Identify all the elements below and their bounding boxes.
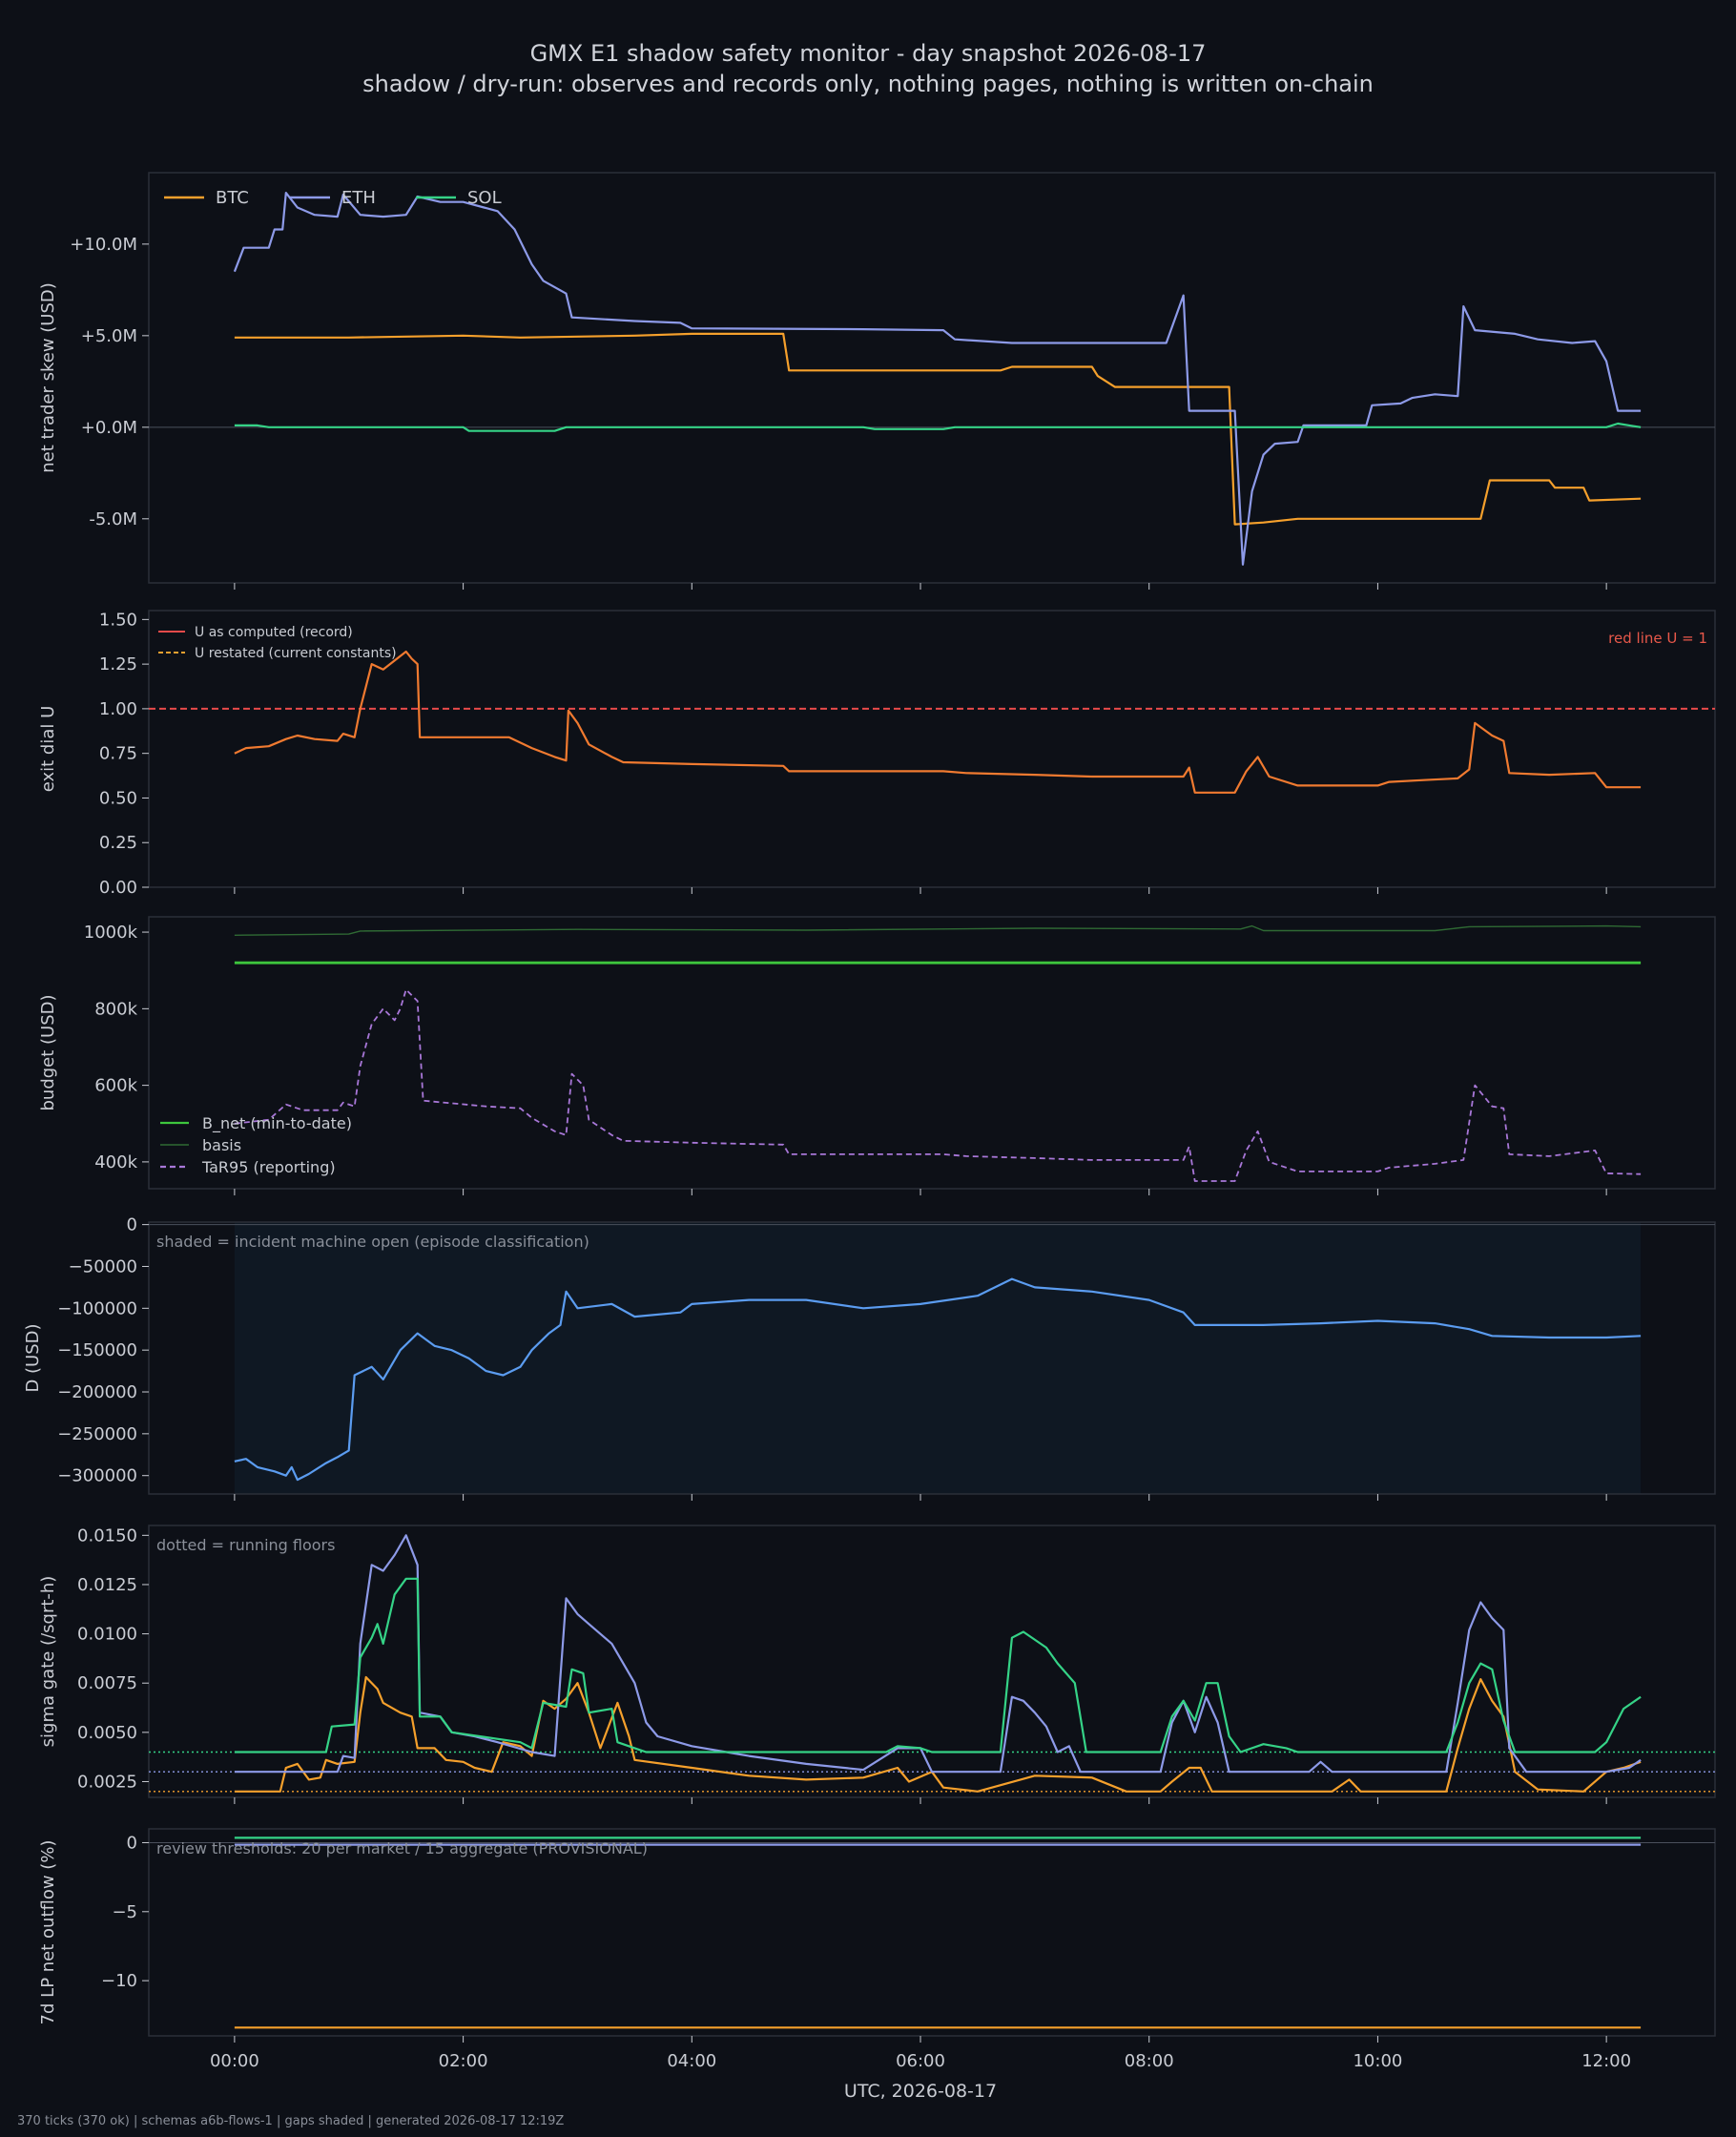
y-tick-label: −100000 (57, 1298, 137, 1318)
series-line-d (234, 1277, 1642, 1482)
panel-frame (148, 1221, 1716, 1495)
panel-frame (148, 916, 1716, 1190)
panel-1: +10.0M +5.0M +0.0M -5.0M net trader skew (US… (38, 172, 1716, 590)
y-tick-label: 0.25 (99, 833, 137, 853)
legend-label-btc: BTC (216, 188, 249, 208)
y-tick-label: +0.0M (81, 418, 137, 438)
y-axis-label: budget (USD) (38, 994, 58, 1110)
panel-frame (148, 172, 1716, 584)
series-line-sol (234, 422, 1642, 432)
y-tick-label: −200000 (57, 1382, 137, 1402)
y-tick-label: 0 (127, 1215, 137, 1235)
chart-title: GMX E1 shadow safety monitor - day snaps… (529, 40, 1207, 67)
legend-label-u-restated-current-constants: U restated (current constants) (195, 646, 397, 661)
x-tick-label: 06:00 (896, 2051, 945, 2071)
y-tick-label: −5 (112, 1902, 137, 1922)
y-axis-label: exit dial U (38, 706, 58, 793)
legend-label-sol: SOL (467, 188, 502, 208)
series-line-eth (234, 1534, 1642, 1774)
y-tick-label: 0.0100 (77, 1625, 137, 1645)
chart-subtitle: shadow / dry-run: observes and records o… (362, 71, 1374, 97)
annotation: shaded = incident machine open (episode … (156, 1233, 589, 1251)
y-tick-label: +10.0M (70, 235, 137, 255)
y-tick-label: −300000 (57, 1466, 137, 1486)
legend-label-eth: ETH (341, 188, 376, 208)
y-axis-label: D (USD) (23, 1323, 43, 1392)
x-tick-label: 00:00 (210, 2051, 259, 2071)
series-line-btc (234, 1675, 1642, 1793)
x-tick-label: 12:00 (1581, 2051, 1631, 2071)
y-tick-label: 1.25 (99, 654, 137, 674)
y-axis-label: sigma gate (/sqrt-h) (38, 1576, 58, 1748)
annotation: red line U = 1 (1608, 630, 1707, 647)
panel-5: 0.0025 0.0050 0.0075 0.0100 0.0125 0.0150 sigm… (38, 1525, 1716, 1804)
y-tick-label: −10 (101, 1971, 137, 1991)
series-line-u-as-computed-record (234, 650, 1642, 794)
y-tick-label: 600k (94, 1076, 137, 1096)
panel-frame (148, 610, 1716, 888)
y-axis-label: net trader skew (USD) (38, 282, 58, 473)
y-axis-label: 7d LP net outflow (%) (38, 1840, 58, 2025)
x-tick-label: 10:00 (1353, 2051, 1402, 2071)
y-tick-label: 1000k (84, 923, 138, 943)
y-tick-label: 0.0050 (77, 1723, 137, 1743)
series-line-eth (233, 192, 1642, 566)
y-tick-label: 0.50 (99, 788, 137, 808)
y-tick-label: 1.00 (99, 699, 137, 719)
x-tick-label: 02:00 (439, 2051, 488, 2071)
annotation: review thresholds: 20 per market / 15 ag… (156, 1839, 648, 1857)
x-tick-label: 08:00 (1125, 2051, 1174, 2071)
legend-label-u-as-computed-record: U as computed (record) (195, 625, 353, 640)
panel-3: 400k 600k 800k 1000k budget (USD) B_net (min-… (38, 916, 1716, 1195)
panel-frame (148, 1828, 1716, 2037)
y-tick-label: 0.0075 (77, 1673, 137, 1693)
y-tick-label: 0 (127, 1833, 137, 1853)
shaded-region (234, 1222, 1642, 1494)
series-line-basis (234, 924, 1642, 936)
y-tick-label: −50000 (69, 1256, 137, 1276)
series-line-btc (234, 332, 1642, 526)
y-tick-label: −250000 (57, 1424, 137, 1444)
annotation: dotted = running floors (156, 1536, 335, 1554)
y-tick-label: -5.0M (89, 509, 137, 529)
y-tick-label: 0.0025 (77, 1772, 137, 1792)
legend-label-tar95-reporting: TaR95 (reporting) (201, 1158, 336, 1176)
panel-6: 0 −5 −10 00:00 02:00 04:00 06:00 08:00 10:00 12:0… (38, 1828, 1716, 2102)
y-tick-label: −150000 (57, 1340, 137, 1360)
y-tick-label: 0.75 (99, 744, 137, 764)
x-tick-label: 04:00 (667, 2051, 716, 2071)
panel-4: 0 −50000 −100000 −150000 −200000 −250000 −3000… (23, 1215, 1716, 1501)
y-tick-label: 0.0125 (77, 1575, 137, 1595)
y-tick-label: 1.50 (99, 610, 137, 630)
y-tick-label: 0.0150 (77, 1525, 137, 1546)
series-line-tar95-reporting (234, 988, 1642, 1182)
y-tick-label: 400k (94, 1152, 137, 1172)
y-tick-label: 0.00 (99, 878, 137, 898)
panel-frame (148, 1525, 1716, 1798)
series-line-sol (234, 1577, 1642, 1753)
y-tick-label: 800k (94, 999, 137, 1019)
legend-label-basis: basis (202, 1136, 241, 1154)
y-tick-label: +5.0M (81, 326, 137, 346)
panel-2: 0.00 0.25 0.50 0.75 1.00 1.25 1.50 exit dial U r… (38, 610, 1716, 898)
footer-status: 370 ticks (370 ok) | schemas a6b-flows-1… (17, 2114, 565, 2128)
x-axis-label: UTC, 2026-08-17 (844, 2081, 997, 2102)
legend-label-b-net-min-to-date: B_net (min-to-date) (202, 1114, 352, 1133)
